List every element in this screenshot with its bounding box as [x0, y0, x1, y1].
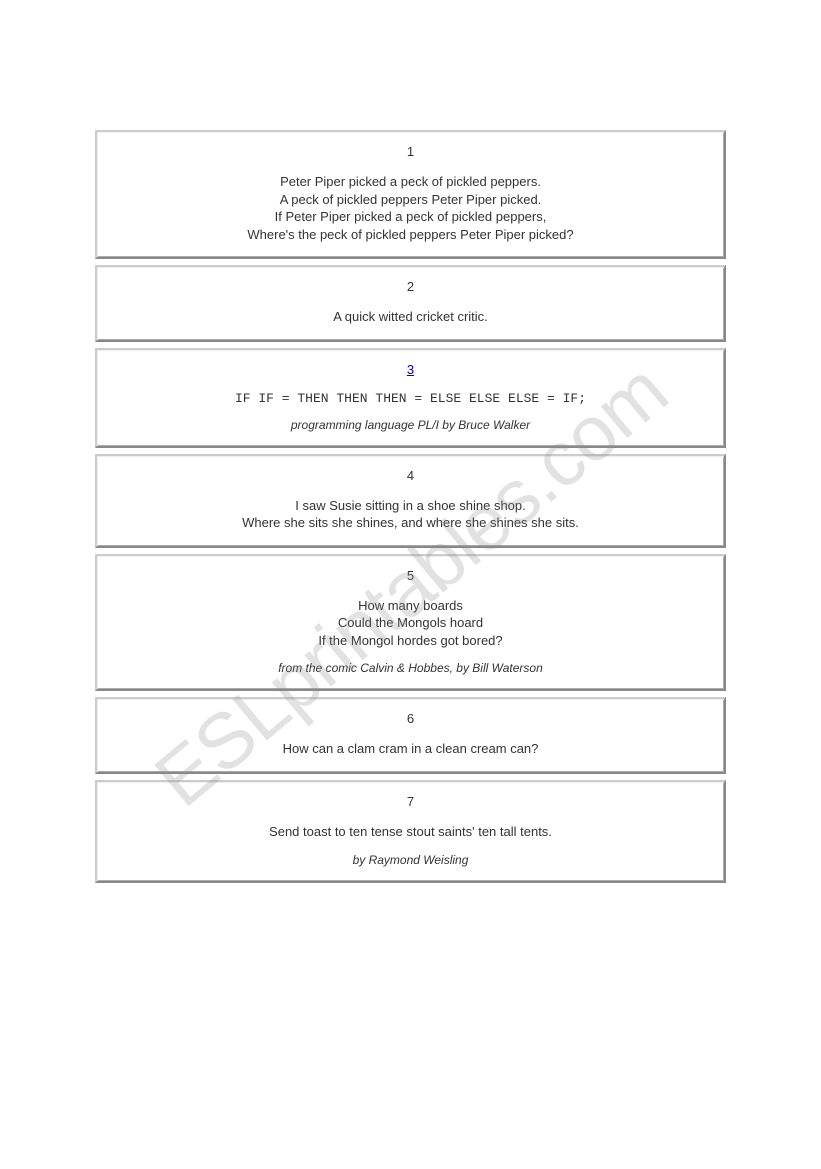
card-line: Where's the peck of pickled peppers Pete… [247, 227, 573, 242]
card-line: I saw Susie sitting in a shoe shine shop… [295, 498, 526, 513]
card-attribution: from the comic Calvin & Hobbes, by Bill … [115, 661, 706, 675]
card-number: 2 [115, 279, 706, 294]
card-attribution: programming language PL/I by Bruce Walke… [115, 418, 706, 432]
card-line: If Peter Piper picked a peck of pickled … [275, 209, 547, 224]
card-line: Peter Piper picked a peck of pickled pep… [280, 174, 541, 189]
card-line: How many boards [358, 598, 463, 613]
card-number: 1 [115, 144, 706, 159]
tongue-twister-card: 1 Peter Piper picked a peck of pickled p… [95, 130, 726, 259]
card-line: A peck of pickled peppers Peter Piper pi… [280, 192, 542, 207]
card-number: 7 [115, 794, 706, 809]
card-number: 5 [115, 568, 706, 583]
card-line: How can a clam cram in a clean cream can… [283, 741, 539, 756]
card-number: 6 [115, 711, 706, 726]
card-line: Send toast to ten tense stout saints' te… [269, 824, 552, 839]
card-line: Could the Mongols hoard [338, 615, 483, 630]
cards-container: 1 Peter Piper picked a peck of pickled p… [0, 0, 821, 989]
card-attribution: by Raymond Weisling [115, 853, 706, 867]
card-line: Where she sits she shines, and where she… [242, 515, 579, 530]
tongue-twister-card: 5 How many boards Could the Mongols hoar… [95, 554, 726, 692]
tongue-twister-card: 7 Send toast to ten tense stout saints' … [95, 780, 726, 883]
card-text: Send toast to ten tense stout saints' te… [115, 823, 706, 841]
card-text: How many boards Could the Mongols hoard … [115, 597, 706, 650]
card-line: If the Mongol hordes got bored? [318, 633, 502, 648]
card-text: A quick witted cricket critic. [115, 308, 706, 326]
card-text: How can a clam cram in a clean cream can… [115, 740, 706, 758]
tongue-twister-card: 3 IF IF = THEN THEN THEN = ELSE ELSE ELS… [95, 348, 726, 448]
card-number: 4 [115, 468, 706, 483]
card-number-link[interactable]: 3 [115, 362, 706, 377]
card-line: A quick witted cricket critic. [333, 309, 488, 324]
card-text: I saw Susie sitting in a shoe shine shop… [115, 497, 706, 532]
card-code: IF IF = THEN THEN THEN = ELSE ELSE ELSE … [115, 391, 706, 406]
tongue-twister-card: 6 How can a clam cram in a clean cream c… [95, 697, 726, 774]
tongue-twister-card: 2 A quick witted cricket critic. [95, 265, 726, 342]
card-text: Peter Piper picked a peck of pickled pep… [115, 173, 706, 243]
tongue-twister-card: 4 I saw Susie sitting in a shoe shine sh… [95, 454, 726, 548]
